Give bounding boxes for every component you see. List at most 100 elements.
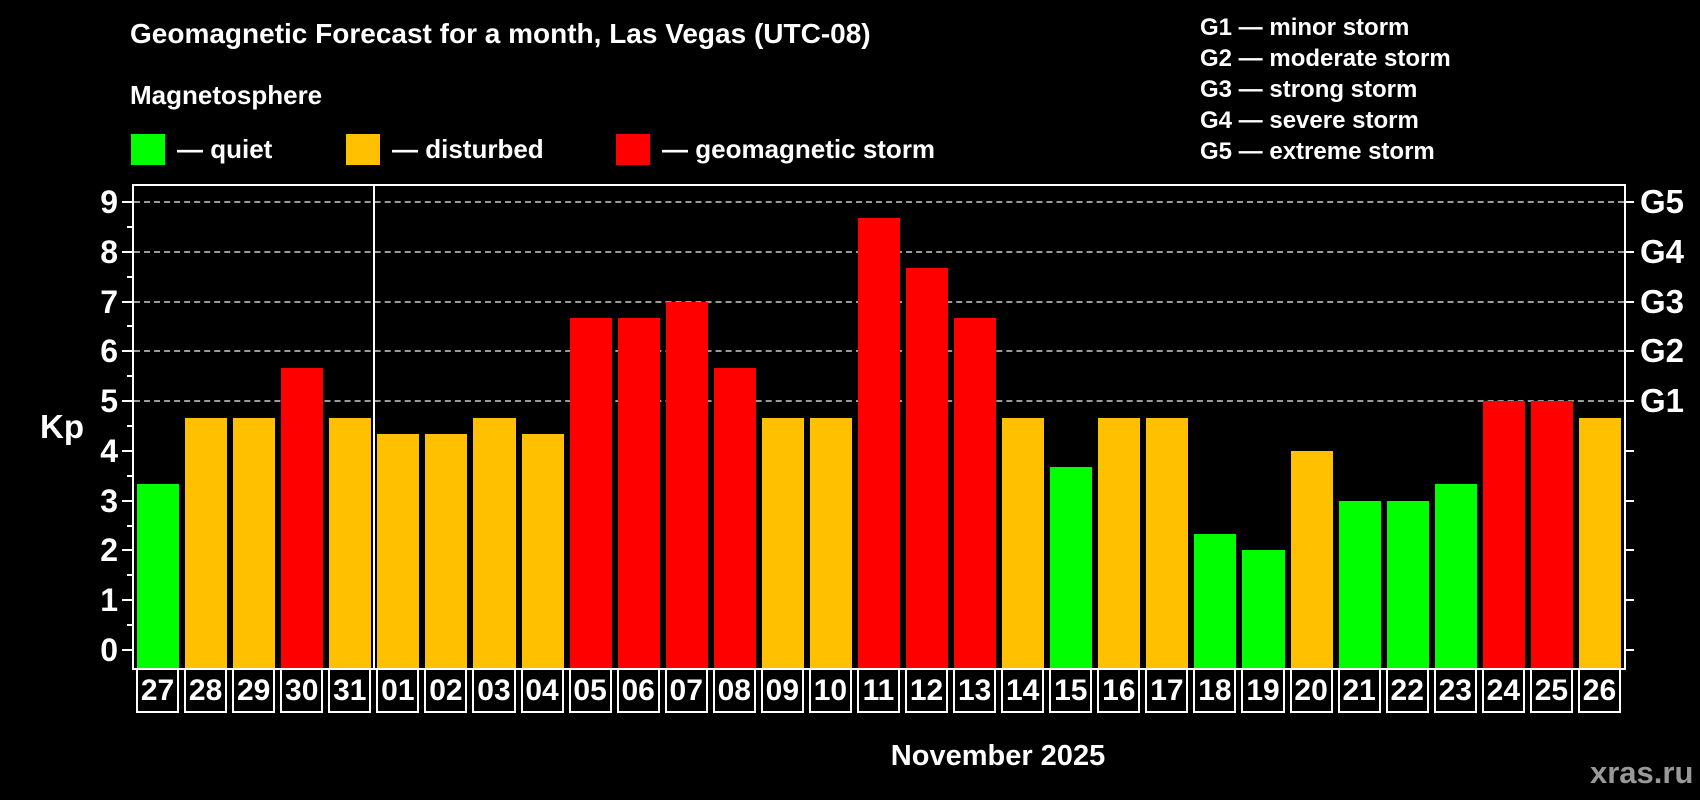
bar-day-25 xyxy=(1530,401,1573,668)
y-axis-minor-tick-2.5 xyxy=(127,524,132,527)
bar-day-09 xyxy=(761,417,804,668)
g-scale-legend: G1 — minor storm G2 — moderate storm G3 … xyxy=(1200,12,1451,167)
legend-label-storm: — geomagnetic storm xyxy=(662,134,936,164)
date-cell-02: 02 xyxy=(424,668,468,713)
right-axis-tick-6 xyxy=(1624,350,1634,353)
bar-day-27 xyxy=(137,484,180,668)
y-axis-minor-tick-3.5 xyxy=(127,474,132,477)
date-cell-16: 16 xyxy=(1097,668,1141,713)
right-axis-tick-3 xyxy=(1624,499,1634,502)
y-axis-major-tick-5 xyxy=(122,400,132,403)
bar-day-12 xyxy=(906,268,949,668)
y-axis-tick-label-9: 9 xyxy=(100,184,118,220)
y-axis-minor-tick-1.5 xyxy=(127,574,132,577)
date-cell-04: 04 xyxy=(520,668,564,713)
date-cell-11: 11 xyxy=(856,668,901,713)
legend-label-quiet: — quiet xyxy=(177,134,273,164)
date-cell-26: 26 xyxy=(1577,668,1621,713)
date-cell-05: 05 xyxy=(568,668,612,713)
date-cell-25: 25 xyxy=(1529,668,1573,713)
bar-day-23 xyxy=(1434,484,1477,668)
y-axis-major-tick-9 xyxy=(122,201,132,203)
date-cell-21: 21 xyxy=(1337,668,1381,713)
right-axis-label-g4: G4 xyxy=(1640,232,1685,270)
bar-day-21 xyxy=(1338,500,1381,668)
y-axis-tick-label-2: 2 xyxy=(100,532,118,569)
date-cell-24: 24 xyxy=(1481,668,1525,713)
right-axis-tick-2 xyxy=(1624,549,1634,552)
bar-day-22 xyxy=(1386,500,1429,668)
y-axis-major-tick-3 xyxy=(122,499,132,502)
bar-day-26 xyxy=(1578,417,1621,668)
right-axis-label-g1: G1 xyxy=(1640,382,1685,420)
right-axis-label-g2: G2 xyxy=(1640,332,1685,370)
right-axis-label-g5: G5 xyxy=(1640,183,1685,220)
bar-day-01 xyxy=(377,434,420,668)
y-axis-tick-label-7: 7 xyxy=(100,283,118,320)
legend-item-disturbed: — disturbed xyxy=(346,134,544,165)
date-cell-14: 14 xyxy=(1001,668,1045,713)
y-axis-minor-tick-7.5 xyxy=(127,275,132,278)
bar-day-08 xyxy=(713,367,756,668)
bar-day-17 xyxy=(1146,417,1189,668)
y-axis-tick-label-1: 1 xyxy=(100,582,118,619)
bar-day-11 xyxy=(857,218,901,668)
y-axis-minor-tick-5.5 xyxy=(127,375,132,378)
y-axis-tick-label-3: 3 xyxy=(100,482,118,519)
bar-day-24 xyxy=(1482,401,1525,668)
g-legend-line-g2: G2 — moderate storm xyxy=(1200,45,1451,72)
date-cell-08: 08 xyxy=(712,668,756,713)
bar-day-07 xyxy=(665,301,708,668)
bar-day-13 xyxy=(954,317,997,668)
bar-day-14 xyxy=(1002,417,1045,668)
date-cell-23: 23 xyxy=(1433,668,1477,713)
bar-day-16 xyxy=(1098,417,1141,668)
y-axis-major-tick-1 xyxy=(122,599,132,602)
date-cell-07: 07 xyxy=(664,668,708,713)
date-cell-30: 30 xyxy=(280,668,324,713)
y-axis-major-tick-6 xyxy=(122,350,132,353)
date-cell-10: 10 xyxy=(808,668,852,713)
bar-day-06 xyxy=(617,317,660,668)
y-axis-minor-tick-0.5 xyxy=(127,624,132,627)
plot-area xyxy=(132,184,1626,670)
date-cell-03: 03 xyxy=(472,668,516,713)
date-cell-06: 06 xyxy=(616,668,660,713)
chart-title: Geomagnetic Forecast for a month, Las Ve… xyxy=(130,18,871,49)
date-cell-13: 13 xyxy=(953,668,997,713)
date-cell-12: 12 xyxy=(905,668,949,713)
g-legend-line-g3: G3 — strong storm xyxy=(1200,76,1418,103)
y-axis-major-tick-7 xyxy=(122,300,132,303)
right-axis-label-g3: G3 xyxy=(1640,282,1685,320)
g-legend-line-g1: G1 — minor storm xyxy=(1200,14,1410,41)
bar-day-15 xyxy=(1050,467,1093,668)
date-cell-22: 22 xyxy=(1385,668,1429,713)
bar-day-04 xyxy=(521,434,564,668)
date-cell-17: 17 xyxy=(1145,668,1189,713)
date-cell-15: 15 xyxy=(1049,668,1093,713)
y-axis-tick-label-6: 6 xyxy=(100,333,118,370)
y-axis-major-tick-2 xyxy=(122,549,132,552)
date-cell-19: 19 xyxy=(1241,668,1285,713)
bar-day-30 xyxy=(281,367,324,668)
date-cell-01: 01 xyxy=(376,668,420,713)
legend-label-disturbed: — disturbed xyxy=(392,134,544,164)
y-axis-tick-label-0: 0 xyxy=(100,632,118,668)
bar-day-28 xyxy=(185,417,228,668)
right-axis-tick-7 xyxy=(1624,300,1634,303)
date-cell-31: 31 xyxy=(328,668,372,713)
right-axis-tick-0 xyxy=(1624,649,1634,651)
right-axis-tick-8 xyxy=(1624,250,1634,253)
storm-swatch-icon xyxy=(616,134,650,165)
y-axis-tick-label-8: 8 xyxy=(100,233,118,270)
chart-subtitle: Magnetosphere xyxy=(130,80,323,110)
y-axis-major-tick-0 xyxy=(122,649,132,651)
bar-day-31 xyxy=(329,417,372,668)
bar-day-29 xyxy=(233,417,276,668)
date-cell-27: 27 xyxy=(136,668,180,713)
right-axis-tick-1 xyxy=(1624,599,1634,602)
plot-inner xyxy=(134,186,1624,668)
bar-day-18 xyxy=(1194,534,1237,668)
quiet-swatch-icon xyxy=(131,134,165,165)
